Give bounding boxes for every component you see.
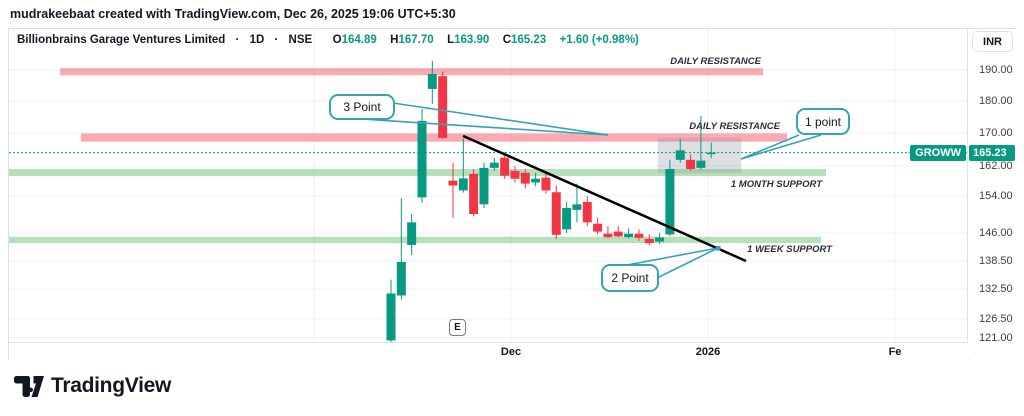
candle-up <box>479 167 489 205</box>
candle-down <box>510 170 520 179</box>
time-axis[interactable]: Dec 2026 Fe <box>9 344 968 360</box>
candle-up <box>458 178 468 191</box>
earnings-marker[interactable]: E <box>449 319 466 336</box>
price-tick-label: 126.50 <box>979 313 1013 325</box>
separator-dot: · <box>274 34 279 46</box>
price-axis[interactable]: INR 190.00 180.00 170.00 162.00 154.00 146.00… <box>969 29 1016 360</box>
tradingview-logo-icon <box>14 375 44 397</box>
ohlc-low-key: L <box>447 34 455 46</box>
candle-down <box>634 233 644 238</box>
ohlc-open-value: 164.89 <box>341 34 377 46</box>
separator-dot: · <box>235 34 240 46</box>
callout-tail <box>740 134 800 160</box>
candle-up <box>572 204 582 210</box>
candle-down <box>603 233 613 238</box>
currency-button[interactable]: INR <box>972 31 1013 52</box>
callout-tail <box>392 102 609 136</box>
interval-label[interactable]: 1D <box>249 34 265 46</box>
candle-up <box>407 222 417 245</box>
candle-up <box>396 261 406 296</box>
candle-up <box>562 208 572 230</box>
candle-down <box>541 177 551 191</box>
price-tick-label: 138.50 <box>979 255 1013 267</box>
price-tick-label: 146.00 <box>979 227 1013 239</box>
price-tick-label: 162.00 <box>979 160 1013 172</box>
exchange-label: NSE <box>288 34 313 46</box>
candle-up <box>624 233 634 238</box>
price-tick-label: 154.00 <box>979 190 1013 202</box>
candle-down <box>551 192 561 235</box>
ohlc-high-key: H <box>390 34 399 46</box>
chart-canvas <box>9 29 967 342</box>
callout-tail <box>658 247 719 278</box>
time-label-dec: Dec <box>500 346 522 358</box>
callout-2-point[interactable]: 2 Point <box>601 264 659 292</box>
trendline-anchor-dot[interactable] <box>716 246 721 251</box>
candle-up <box>706 152 716 155</box>
tradingview-logo-text: TradingView <box>51 374 172 397</box>
symbol-price-label: GROWW <box>910 144 966 161</box>
candle-up <box>417 120 427 198</box>
plot-area[interactable]: Billionbrains Garage Ventures Limited · … <box>9 29 968 343</box>
candle-down <box>593 223 603 232</box>
candle-up <box>531 178 541 183</box>
callout-tail <box>626 247 719 266</box>
candle-up <box>655 237 665 242</box>
candle-down <box>686 159 696 169</box>
candle-up <box>675 150 685 160</box>
candle-down <box>644 238 654 244</box>
resistance-zone[interactable] <box>60 68 763 76</box>
candle-down <box>448 180 458 186</box>
price-tick-label: 180.00 <box>979 95 1013 107</box>
chart-panel: Billionbrains Garage Ventures Limited · … <box>8 28 1016 360</box>
candle-down <box>582 202 592 223</box>
callout-tail <box>740 134 822 160</box>
candle-up <box>489 162 499 168</box>
callout-3-point[interactable]: 3 Point <box>329 94 395 120</box>
symbol-title: Billionbrains Garage Ventures Limited <box>17 34 226 46</box>
ohlc-open-key: O <box>332 34 342 46</box>
candle-down <box>438 76 448 138</box>
candle-down <box>520 172 530 184</box>
zone-label-daily-resistance-lower[interactable]: DAILY RESISTANCE <box>689 121 780 132</box>
credit-text: mudrakeebaat created with TradingView.co… <box>10 7 456 21</box>
candle-up <box>696 160 706 168</box>
time-label-2026: 2026 <box>695 346 721 358</box>
ohlc-close-key: C <box>502 34 511 46</box>
change-value: +1.60 (+0.98%) <box>559 34 639 46</box>
candle-down <box>469 173 479 215</box>
candle-up <box>427 74 437 89</box>
price-tick-label: 121.00 <box>979 332 1013 344</box>
ohlc-close-value: 165.23 <box>511 34 547 46</box>
callout-tail <box>360 118 609 136</box>
time-label-feb: Fe <box>888 346 902 358</box>
ohlc-low-value: 163.90 <box>454 34 490 46</box>
candle-up <box>386 293 396 341</box>
symbol-header: Billionbrains Garage Ventures Limited · … <box>17 34 639 46</box>
zone-label-1-month-support[interactable]: 1 MONTH SUPPORT <box>730 179 822 190</box>
candle-down <box>613 231 623 237</box>
last-price-badge: 165.23 <box>969 144 1015 161</box>
resistance-zone[interactable] <box>81 133 787 142</box>
candle-down <box>500 157 510 176</box>
callout-1-point[interactable]: 1 point <box>796 108 850 135</box>
price-tick-label: 170.00 <box>979 127 1013 139</box>
trendline-drawing[interactable] <box>462 134 747 263</box>
zone-label-1-week-support[interactable]: 1 WEEK SUPPORT <box>747 244 832 255</box>
zone-label-daily-resistance-upper[interactable]: DAILY RESISTANCE <box>670 56 761 67</box>
tradingview-logo[interactable]: TradingView <box>14 374 171 398</box>
price-tick-label: 190.00 <box>979 64 1013 76</box>
price-tick-label: 132.50 <box>979 283 1013 295</box>
ohlc-high-value: 167.70 <box>398 34 434 46</box>
candle-up <box>665 169 675 235</box>
